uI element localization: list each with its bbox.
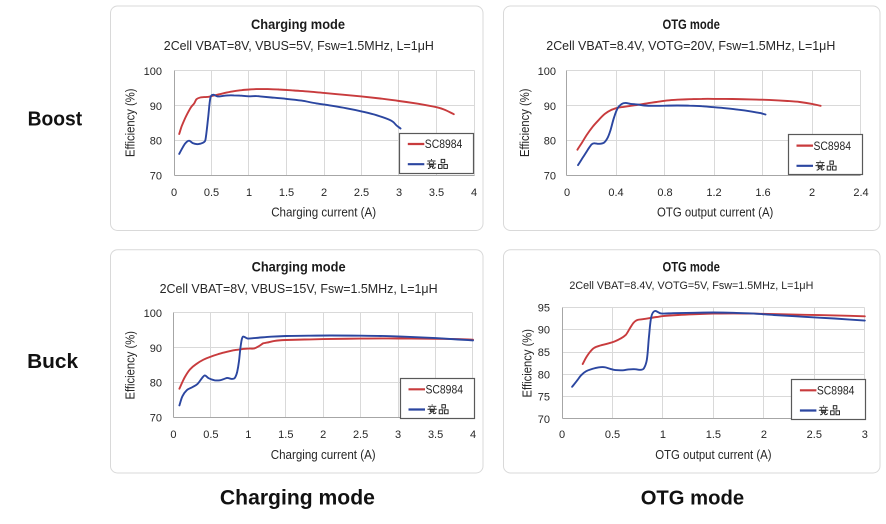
svg-text:2: 2 [320, 429, 326, 441]
svg-text:Boost: Boost [28, 108, 83, 130]
svg-text:2Cell VBAT=8.4V, VOTG=20V, Fsw: 2Cell VBAT=8.4V, VOTG=20V, Fsw=1.5MHz, L… [546, 38, 835, 53]
svg-text:2.5: 2.5 [353, 429, 368, 441]
svg-text:2Cell VBAT=8.4V, VOTG=5V, Fsw=: 2Cell VBAT=8.4V, VOTG=5V, Fsw=1.5MHz, L=… [569, 280, 813, 292]
svg-text:2Cell VBAT=8V, VBUS=15V, Fsw=1: 2Cell VBAT=8V, VBUS=15V, Fsw=1.5MHz, L=1… [160, 281, 438, 296]
svg-text:0.8: 0.8 [657, 187, 672, 199]
svg-text:3.5: 3.5 [428, 429, 443, 441]
svg-text:0.5: 0.5 [203, 429, 218, 441]
svg-text:70: 70 [150, 171, 162, 183]
svg-text:Efficiency (%): Efficiency (%) [519, 329, 534, 398]
svg-text:Charging current (A): Charging current (A) [271, 204, 376, 219]
svg-text:95: 95 [538, 302, 550, 314]
svg-text:2Cell VBAT=8V, VBUS=5V, Fsw=1.: 2Cell VBAT=8V, VBUS=5V, Fsw=1.5MHz, L=1μ… [164, 38, 434, 53]
svg-text:80: 80 [544, 136, 556, 148]
svg-text:1.5: 1.5 [279, 187, 294, 199]
svg-text:80: 80 [150, 378, 162, 390]
svg-text:0: 0 [564, 187, 570, 199]
svg-text:0.5: 0.5 [605, 429, 620, 441]
svg-text:75: 75 [538, 392, 550, 404]
svg-text:90: 90 [150, 101, 162, 113]
svg-text:OTG mode: OTG mode [641, 486, 744, 509]
svg-text:2: 2 [809, 187, 815, 199]
svg-text:0: 0 [559, 429, 565, 441]
svg-text:SC8984: SC8984 [814, 141, 852, 153]
svg-text:3.5: 3.5 [429, 187, 444, 199]
svg-text:0.5: 0.5 [204, 187, 219, 199]
svg-text:100: 100 [538, 66, 556, 78]
svg-text:3: 3 [396, 187, 402, 199]
svg-text:2: 2 [321, 187, 327, 199]
svg-text:3: 3 [862, 429, 868, 441]
svg-text:2.5: 2.5 [354, 187, 369, 199]
svg-text:70: 70 [150, 413, 162, 425]
svg-text:90: 90 [544, 101, 556, 113]
svg-text:Charging mode: Charging mode [220, 486, 375, 509]
svg-text:1.5: 1.5 [706, 429, 721, 441]
svg-text:80: 80 [150, 136, 162, 148]
svg-text:4: 4 [470, 429, 476, 441]
svg-text:4: 4 [471, 187, 477, 199]
svg-text:OTG mode: OTG mode [662, 260, 720, 275]
svg-text:85: 85 [538, 347, 550, 359]
svg-text:SC8984: SC8984 [425, 139, 463, 151]
svg-text:1: 1 [245, 429, 251, 441]
svg-text:100: 100 [144, 66, 162, 78]
svg-text:1.5: 1.5 [278, 429, 293, 441]
svg-text:Charging current (A): Charging current (A) [271, 447, 376, 462]
svg-text:Charging mode: Charging mode [252, 260, 346, 275]
svg-text:100: 100 [144, 308, 162, 320]
svg-text:3: 3 [395, 429, 401, 441]
svg-text:90: 90 [150, 343, 162, 355]
svg-text:70: 70 [544, 171, 556, 183]
svg-text:OTG output current (A): OTG output current (A) [657, 204, 773, 219]
svg-text:OTG output current (A): OTG output current (A) [655, 447, 771, 462]
svg-text:Efficiency (%): Efficiency (%) [517, 89, 532, 158]
svg-text:2.5: 2.5 [807, 429, 822, 441]
svg-text:1: 1 [246, 187, 252, 199]
svg-text:SC8984: SC8984 [817, 386, 855, 398]
svg-text:2.4: 2.4 [853, 187, 868, 199]
svg-text:Buck: Buck [27, 351, 79, 373]
svg-text:2: 2 [761, 429, 767, 441]
svg-text:Efficiency (%): Efficiency (%) [122, 89, 137, 158]
svg-text:0: 0 [171, 187, 177, 199]
svg-text:1: 1 [660, 429, 666, 441]
svg-text:SC8984: SC8984 [426, 385, 464, 397]
svg-text:Efficiency (%): Efficiency (%) [122, 331, 137, 400]
svg-text:OTG mode: OTG mode [662, 17, 720, 32]
svg-text:0.4: 0.4 [608, 187, 623, 199]
svg-text:Charging mode: Charging mode [251, 17, 345, 32]
svg-text:0: 0 [170, 429, 176, 441]
svg-text:80: 80 [538, 369, 550, 381]
svg-text:70: 70 [538, 414, 550, 426]
svg-text:90: 90 [538, 325, 550, 337]
svg-text:1.2: 1.2 [706, 187, 721, 199]
svg-text:1.6: 1.6 [755, 187, 770, 199]
